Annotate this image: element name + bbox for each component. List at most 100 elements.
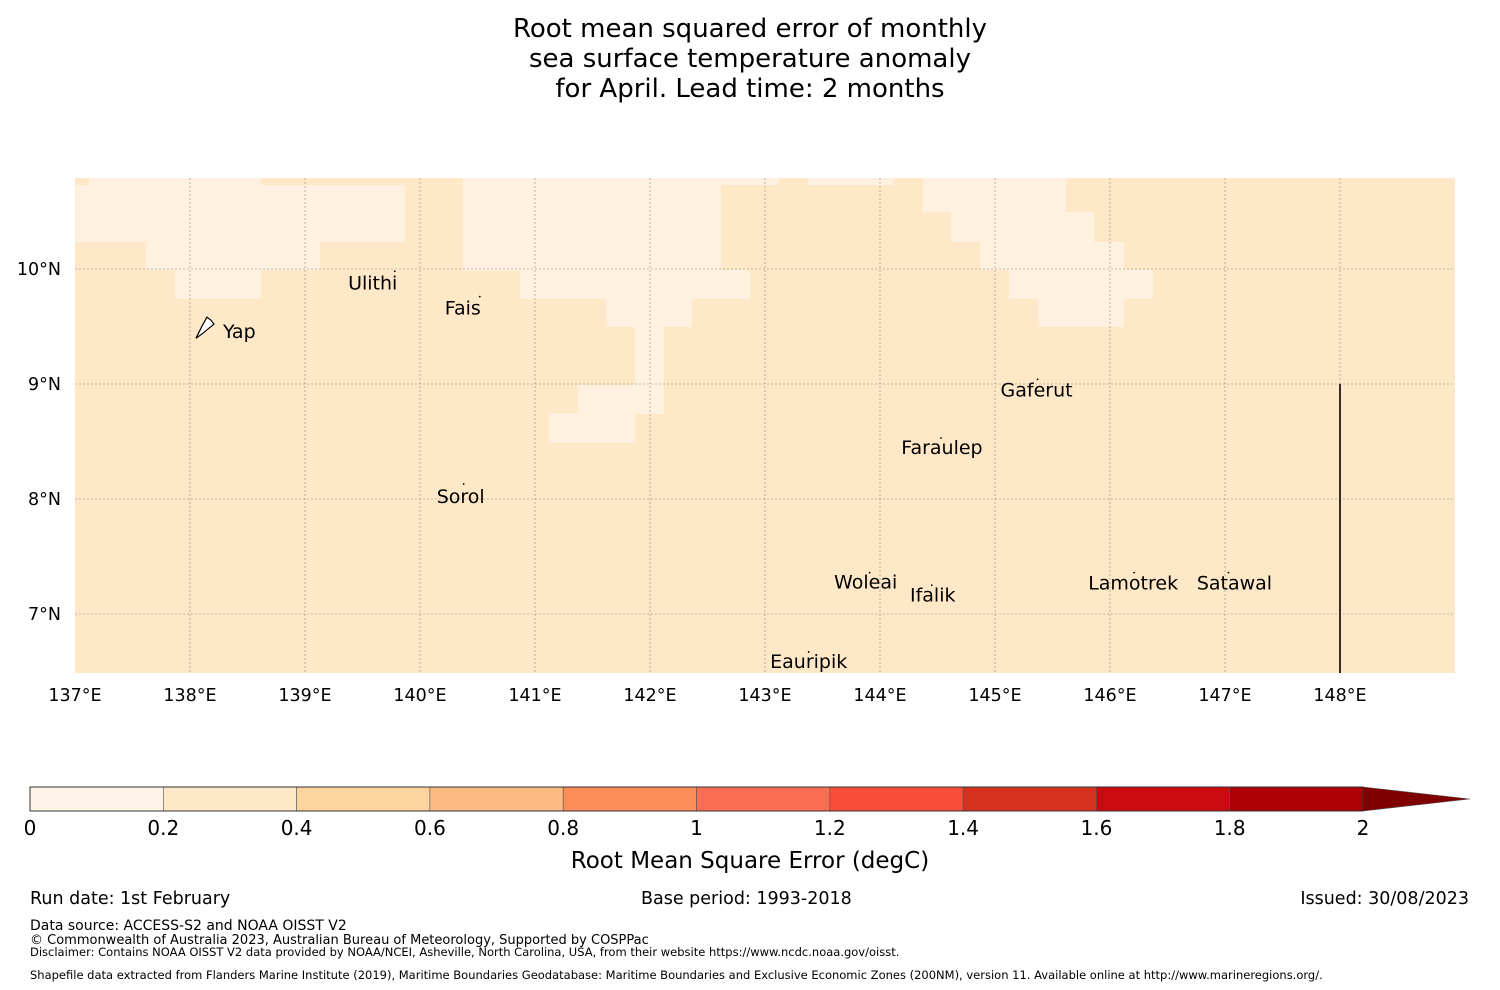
colorbar-segment <box>1229 786 1364 812</box>
island-label: Ifalik <box>910 584 956 606</box>
colorbar-tick-label: 0.8 <box>547 816 579 840</box>
island-lamotrek: Lamotrek <box>1088 571 1178 595</box>
lon-axis: 137°E 138°E 139°E 140°E 141°E 142°E 143°… <box>48 686 1366 706</box>
low-error-cell <box>89 178 261 185</box>
island-dot <box>478 295 481 298</box>
lon-tick-label: 138°E <box>163 686 216 706</box>
low-error-cell <box>808 178 894 185</box>
low-error-cell <box>520 270 750 299</box>
island-dot <box>807 651 810 653</box>
lon-tick-label: 139°E <box>278 686 331 706</box>
lon-tick-label: 148°E <box>1313 686 1366 706</box>
lon-tick-label: 144°E <box>853 686 906 706</box>
map-area: Yap Ulithi Fais Sorol Gaferut Faraulep Woleai I… <box>75 178 1455 673</box>
disclaimer: Disclaimer: Contains NOAA OISST V2 data … <box>30 945 900 959</box>
low-error-cell <box>75 185 405 242</box>
island-dot <box>462 483 465 485</box>
island-label: Eauripik <box>770 651 847 673</box>
lat-tick-label: 9°N <box>28 375 61 395</box>
colorbar-segment <box>562 786 697 812</box>
colorbar <box>29 786 1471 812</box>
data-source: Data source: ACCESS-S2 and NOAA OISST V2 <box>30 918 347 934</box>
chart-title: Root mean squared error of monthly sea s… <box>250 14 1250 104</box>
colorbar-segment <box>296 786 431 812</box>
colorbar-tick-label: 1.4 <box>947 816 979 840</box>
low-error-cell <box>635 327 664 385</box>
colorbar-tick-label: 0.6 <box>414 816 446 840</box>
low-error-cell <box>146 242 320 270</box>
low-error-cell <box>463 178 779 185</box>
colorbar-ticks: 0 0.2 0.4 0.6 0.8 1 1.2 1.4 1.6 1.8 2 <box>24 816 1370 840</box>
island-dot <box>393 270 396 273</box>
island-satawal: Satawal <box>1197 571 1272 595</box>
colorbar-tick-label: 1.2 <box>814 816 846 840</box>
colorbar-extend-arrow <box>1362 786 1471 812</box>
colorbar-tick-label: 1.6 <box>1080 816 1112 840</box>
lon-tick-label: 141°E <box>508 686 561 706</box>
run-date: Run date: 1st February <box>30 889 231 909</box>
copyright: © Commonwealth of Australia 2023, Austra… <box>30 933 649 948</box>
island-dot <box>868 571 871 574</box>
island-label: Ulithi <box>348 272 397 294</box>
island-label: Woleai <box>834 572 897 594</box>
colorbar-segment <box>29 786 164 812</box>
island-label: Faraulep <box>901 437 982 459</box>
low-error-cell <box>1009 270 1153 299</box>
lat-tick-label: 10°N <box>17 260 61 280</box>
lat-tick-label: 7°N <box>28 605 61 625</box>
shapefile-credit: Shapefile data extracted from Flanders M… <box>30 968 1323 982</box>
island-dot <box>1133 571 1136 574</box>
island-label: Sorol <box>437 486 485 508</box>
colorbar-tick-label: 0.4 <box>281 816 313 840</box>
colorbar-tick-label: 1 <box>690 816 703 840</box>
lon-tick-label: 147°E <box>1198 686 1251 706</box>
islands: Yap Ulithi Fais Sorol Gaferut Faraulep Woleai I… <box>195 270 1272 673</box>
low-error-cell <box>923 178 1066 212</box>
colorbar-tick-label: 0.2 <box>147 816 179 840</box>
low-error-cell <box>549 413 635 443</box>
low-error-cell <box>951 212 1094 242</box>
island-gaferut: Gaferut <box>1001 378 1073 401</box>
colorbar-segment <box>429 786 564 812</box>
colorbar-outline <box>29 786 1364 812</box>
island-faraulep: Faraulep <box>901 437 982 459</box>
lat-tick-label: 8°N <box>28 490 61 510</box>
island-dot <box>1227 571 1230 574</box>
title-line-3: for April. Lead time: 2 months <box>555 74 945 104</box>
colorbar-segment <box>696 786 831 812</box>
lon-tick-label: 140°E <box>393 686 446 706</box>
island-label: Gaferut <box>1001 379 1073 401</box>
title-line-2: sea surface temperature anomaly <box>529 44 971 74</box>
colorbar-tick-label: 0 <box>24 816 37 840</box>
island-sorol: Sorol <box>437 483 485 508</box>
colorbar-segment <box>163 786 297 812</box>
gridlines <box>75 178 1455 673</box>
lon-tick-label: 142°E <box>623 686 676 706</box>
lon-tick-label: 145°E <box>968 686 1021 706</box>
island-ulithi: Ulithi <box>348 270 397 294</box>
island-label: Lamotrek <box>1088 573 1178 595</box>
base-period: Base period: 1993-2018 <box>641 889 852 909</box>
lat-axis: 10°N 9°N 8°N 7°N <box>17 260 61 625</box>
island-dot <box>930 584 933 587</box>
low-error-cell <box>606 299 692 327</box>
island-dot <box>1036 378 1039 381</box>
low-error-cell <box>1038 299 1124 327</box>
low-error-cell <box>463 185 721 271</box>
island-yap: Yap <box>195 316 256 343</box>
colorbar-label: Root Mean Square Error (degC) <box>571 848 929 874</box>
island-woleai: Woleai <box>834 572 897 594</box>
island-eauripik: Eauripik <box>770 651 847 673</box>
island-shape <box>195 316 215 339</box>
low-error-cells <box>75 178 1153 443</box>
colorbar-segment <box>962 786 1097 812</box>
island-label: Satawal <box>1197 573 1272 595</box>
island-label: Fais <box>445 298 481 320</box>
island-fais: Fais <box>445 295 481 320</box>
colorbar-tick-label: 2 <box>1357 816 1370 840</box>
colorbar-tick-label: 1.8 <box>1214 816 1246 840</box>
lon-tick-label: 146°E <box>1083 686 1136 706</box>
low-error-cell <box>578 385 664 414</box>
low-error-cell <box>175 270 261 299</box>
